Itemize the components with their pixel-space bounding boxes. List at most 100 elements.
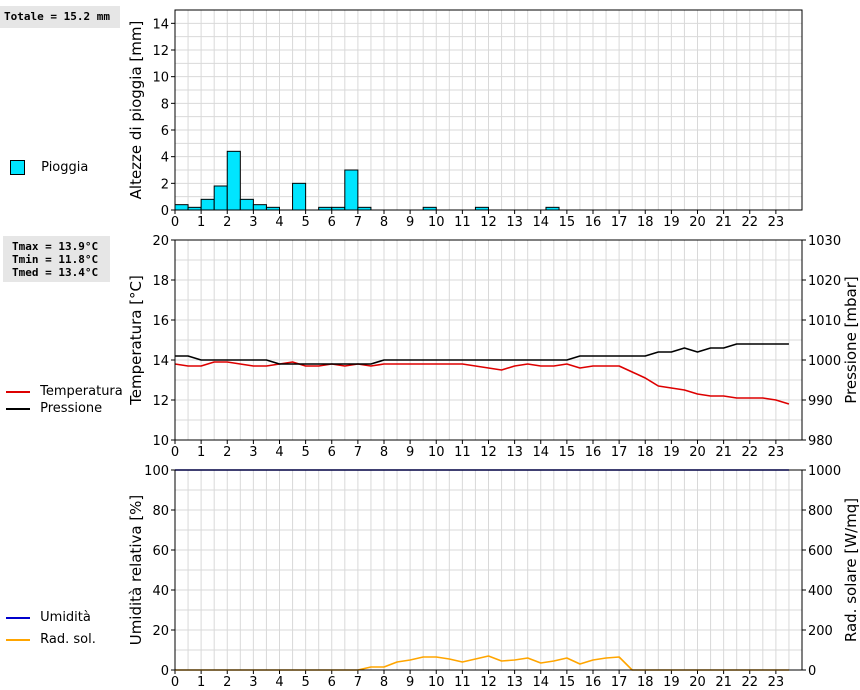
panel3-ytick-label: 0 <box>161 664 169 679</box>
rain-bar <box>200 198 215 211</box>
temperature-stats-box: Tmax = 13.9°C Tmin = 11.8°C Tmed = 13.4°… <box>3 236 110 282</box>
rain-bar <box>239 198 254 211</box>
panel3-xtick-label: 6 <box>328 675 336 690</box>
panel1-xtick-label: 21 <box>715 215 732 230</box>
panel2-ytick-label: 16 <box>152 314 169 329</box>
rain-legend-label: Pioggia <box>41 160 89 175</box>
panel3-xtick-label: 22 <box>741 675 758 690</box>
panel1-xtick-label: 0 <box>171 215 179 230</box>
humidity-legend-label: Umidità <box>40 610 91 625</box>
panel3-xtick-label: 17 <box>611 675 628 690</box>
panel2-ytick-label: 14 <box>152 354 169 369</box>
panel3-xtick-label: 9 <box>406 675 414 690</box>
panel1-xtick-label: 14 <box>532 215 549 230</box>
panel3-ytick-right-label: 1000 <box>808 464 841 479</box>
panel2-xtick-label: 4 <box>275 445 283 460</box>
panel1-frame <box>174 9 803 211</box>
rain-total-text: Totale = 15.2 mm <box>4 10 110 23</box>
panel2-xtick-label: 19 <box>663 445 680 460</box>
panel2-ylabel: Temperatura [°C] <box>127 275 145 406</box>
panel3-xtick-label: 21 <box>715 675 732 690</box>
panel3-ytick-right-label: 400 <box>808 584 833 599</box>
panel1-xtick-label: 13 <box>506 215 523 230</box>
panel3-ytick-right-label: 200 <box>808 624 833 639</box>
temperatura-line <box>174 361 790 405</box>
panel1-ytick-label: 10 <box>152 71 169 86</box>
rad-sol-line <box>175 655 789 671</box>
panel1-ytick-label: 4 <box>161 151 169 166</box>
panel3-xtick-label: 16 <box>585 675 602 690</box>
panel1-xtick-label: 4 <box>275 215 283 230</box>
panel3-frame <box>174 469 803 671</box>
panel2-xtick-label: 20 <box>689 445 706 460</box>
rain-bar <box>344 169 359 211</box>
panel1-ytick-label: 8 <box>161 97 169 112</box>
panel1-xtick-label: 12 <box>480 215 497 230</box>
panel2-xtick-label: 9 <box>406 445 414 460</box>
panel1-xtick-label: 16 <box>585 215 602 230</box>
panel2-ytick-right-label: 990 <box>808 394 833 409</box>
panel2-xtick-label: 23 <box>768 445 785 460</box>
panel1-xtick-label: 22 <box>741 215 758 230</box>
pressure-legend-swatch <box>6 407 30 410</box>
panel1-xtick-label: 8 <box>380 215 388 230</box>
panel3-xtick-label: 0 <box>171 675 179 690</box>
panel2-ylabel-right: Pressione [mbar] <box>842 276 860 404</box>
panel2-xtick-label: 16 <box>585 445 602 460</box>
panel2-xtick-label: 0 <box>171 445 179 460</box>
panel1-xtick-label: 23 <box>768 215 785 230</box>
panel3-xtick-label: 4 <box>275 675 283 690</box>
rain-bar <box>213 185 228 211</box>
panel3-xtick-label: 2 <box>223 675 231 690</box>
panel3-xtick-label: 14 <box>532 675 549 690</box>
panel2-ytick-right-label: 980 <box>808 434 833 449</box>
panel3-xtick-label: 11 <box>454 675 471 690</box>
panel2-xtick-label: 8 <box>380 445 388 460</box>
rain-bar <box>252 204 267 211</box>
panel3-xtick-label: 15 <box>559 675 576 690</box>
panel1-xtick-label: 18 <box>637 215 654 230</box>
rain-bar <box>226 150 241 211</box>
panel1-xtick-label: 11 <box>454 215 471 230</box>
panel2-xtick-label: 7 <box>354 445 362 460</box>
panel3-xtick-label: 13 <box>506 675 523 690</box>
panel2-xtick-label: 13 <box>506 445 523 460</box>
panel2-xtick-label: 3 <box>249 445 257 460</box>
panel1-xtick-label: 17 <box>611 215 628 230</box>
panel1-xtick-label: 5 <box>301 215 309 230</box>
legend-rain: Pioggia <box>10 160 88 175</box>
radiation-legend-swatch <box>6 638 30 641</box>
panel2-ytick-right-label: 1010 <box>808 314 841 329</box>
panel2-ytick-label: 20 <box>152 234 169 249</box>
panel3-xtick-label: 8 <box>380 675 388 690</box>
panel3-ytick-right-label: 0 <box>808 664 816 679</box>
tmed-text: Tmed = 13.4°C <box>12 266 99 279</box>
panel3-ytick-right-label: 600 <box>808 544 833 559</box>
panel2-xtick-label: 1 <box>197 445 205 460</box>
panel2-xtick-label: 10 <box>428 445 445 460</box>
rain-bar <box>174 204 189 211</box>
legend-radiation: Rad. sol. <box>6 632 96 647</box>
panel2-ytick-label: 10 <box>152 434 169 449</box>
panel1-xtick-label: 6 <box>328 215 336 230</box>
panel3-xtick-label: 1 <box>197 675 205 690</box>
panel3-ytick-label: 80 <box>152 504 169 519</box>
panel2-ytick-label: 18 <box>152 274 169 289</box>
legend-humidity: Umidità <box>6 610 91 625</box>
panel1-xtick-label: 19 <box>663 215 680 230</box>
panel3-xtick-label: 20 <box>689 675 706 690</box>
legend-temperature: Temperatura <box>6 384 123 399</box>
rain-bar <box>292 182 307 211</box>
panel3-xtick-label: 23 <box>768 675 785 690</box>
humidity-legend-swatch <box>6 616 30 619</box>
tmax-text: Tmax = 13.9°C <box>12 240 99 253</box>
panel2-xtick-label: 17 <box>611 445 628 460</box>
panel1-xtick-label: 3 <box>249 215 257 230</box>
panel3-ylabel-right: Rad. solare [W/mq] <box>842 498 860 642</box>
panel2-ytick-right-label: 1000 <box>808 354 841 369</box>
panel3-ytick-label: 40 <box>152 584 169 599</box>
temperature-legend-label: Temperatura <box>40 384 123 399</box>
panel1-xtick-label: 2 <box>223 215 231 230</box>
panel2-xtick-label: 11 <box>454 445 471 460</box>
